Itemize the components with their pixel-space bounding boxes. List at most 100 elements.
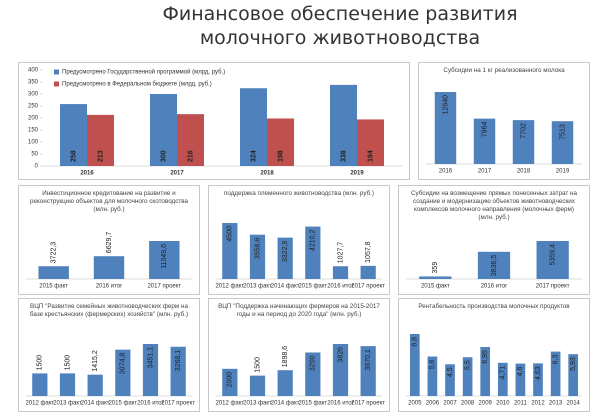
value-label: 3074,8 [120, 353, 127, 375]
x-tick-label: 2015 факт [421, 284, 450, 290]
x-tick-label: 2013 факт [243, 401, 272, 407]
x-tick-label: 2016 итог [137, 401, 164, 407]
bar [222, 223, 238, 279]
bar [427, 356, 438, 396]
value-label: 3200 [310, 355, 317, 371]
chart-title: ВЦП "Развитие семейных животноводческих … [29, 303, 189, 318]
bar [409, 334, 420, 396]
value-label: 1500 [254, 357, 261, 373]
bar [87, 114, 114, 166]
page-title: Финансовое обеспечение развития молочног… [162, 3, 518, 49]
x-tick-label: 2017 проект [161, 401, 195, 407]
y-tick-label: 0 [35, 164, 39, 170]
y-tick-label: 150 [28, 128, 39, 134]
bar [536, 241, 569, 279]
y-tick-label: 400 [28, 68, 39, 74]
x-tick-label: 2017 проект [536, 284, 570, 290]
chart-panel [208, 298, 390, 412]
value-label: 3826 [337, 347, 344, 363]
bar [177, 114, 204, 166]
y-tick-label: 200 [28, 116, 39, 122]
legend-label: Предусмотрено Государственной программой… [62, 69, 225, 76]
legend-swatch [54, 69, 59, 75]
value-label: 7702 [520, 123, 527, 139]
chart-title: Инвестиционное кредитование на развитие … [29, 190, 189, 213]
bar [305, 352, 321, 396]
x-tick-label: 2016 [80, 171, 94, 177]
value-label: 5,93 [570, 357, 577, 371]
value-label: 12640 [442, 95, 449, 115]
legend-label: Предусмотрено в Федеральном бюджете (млр… [62, 82, 212, 88]
x-tick-label: 2015 факт [108, 401, 137, 407]
bar [445, 364, 455, 396]
value-label: 3322,9 [282, 241, 289, 263]
x-tick-label: 2017 проект [351, 401, 385, 407]
value-label: 4,5 [447, 367, 454, 377]
value-label: 8,8 [412, 337, 419, 347]
bar [277, 370, 293, 396]
value-label: 1057,8 [365, 241, 372, 263]
x-tick-label: 2009 [479, 401, 493, 407]
value-label: 216 [187, 150, 194, 162]
bar [473, 118, 496, 164]
bar [568, 354, 579, 396]
value-label: 6629,7 [106, 232, 113, 254]
x-tick-label: 2011 [514, 401, 528, 407]
bar [277, 237, 293, 279]
bar [497, 362, 508, 396]
value-label: 1898,6 [282, 346, 289, 368]
value-label: 1027,7 [337, 242, 344, 264]
x-tick-label: 2018 [260, 171, 274, 177]
chart-title: ВЦП "Поддержка начинающих фермеров на 20… [218, 303, 380, 318]
bar [551, 121, 574, 164]
bar [332, 344, 349, 396]
x-tick-label: 2013 факт [53, 401, 82, 407]
chart-panel [18, 298, 200, 412]
chart-panel [208, 185, 390, 295]
y-tick-label: 350 [28, 80, 39, 86]
x-tick-label: 2018 [517, 169, 531, 175]
bar [170, 346, 186, 396]
x-tick-label: 2017 [170, 171, 184, 177]
value-label: 338 [340, 150, 347, 162]
bar [59, 373, 76, 396]
bar [93, 256, 125, 279]
x-tick-label: 2012 факт [25, 401, 54, 407]
value-label: 359 [432, 262, 439, 274]
bar [477, 251, 511, 279]
bar [38, 266, 69, 279]
x-tick-label: 2017 проект [147, 284, 181, 290]
chart-title: Рентабельность производства молочных про… [418, 303, 570, 310]
value-label: 3558,6 [254, 238, 261, 260]
bar [32, 373, 48, 396]
x-tick-label: 2015 факт [298, 284, 327, 290]
value-label: 5359,4 [550, 244, 557, 266]
bar [434, 92, 457, 164]
bar [142, 344, 159, 396]
value-label: 5,6 [429, 359, 436, 369]
legend-swatch [54, 81, 59, 87]
x-tick-label: 2013 факт [243, 284, 272, 290]
value-label: 4,63 [535, 366, 542, 380]
x-tick-label: 2012 факт [215, 284, 244, 290]
value-label: 4500 [227, 226, 234, 242]
value-label: 300 [160, 150, 167, 162]
bar [550, 351, 561, 396]
value-label: 213 [97, 150, 104, 162]
chart-title: Субсидии на 1 кг реализованного молока [443, 67, 565, 74]
x-tick-label: 2016 [439, 169, 453, 175]
y-tick-label: 300 [28, 92, 39, 98]
y-tick-label: 50 [31, 152, 38, 158]
y-tick-label: 100 [28, 140, 39, 146]
chart-title: Субсидии на возмещение прямых понесенных… [411, 190, 577, 221]
bar [87, 374, 103, 396]
bar [330, 84, 357, 166]
bar [149, 241, 180, 279]
x-tick-label: 2017 [478, 169, 492, 175]
x-tick-label: 2005 [408, 401, 422, 407]
value-label: 7513 [559, 124, 566, 140]
value-label: 4210,2 [310, 230, 317, 252]
bar [249, 234, 266, 279]
value-label: 3268,1 [175, 350, 182, 372]
